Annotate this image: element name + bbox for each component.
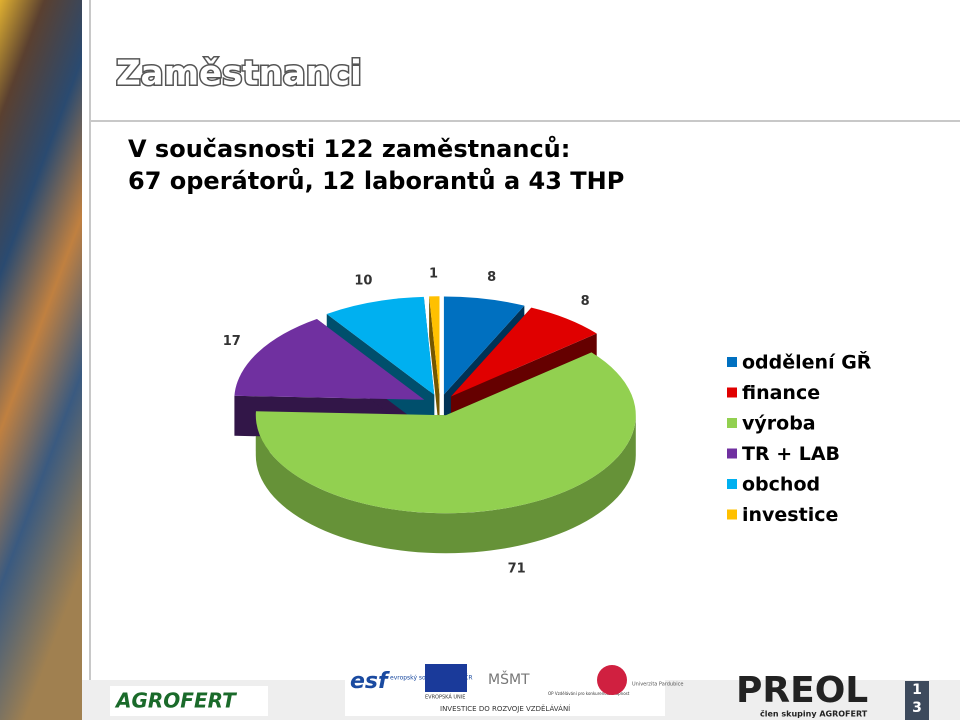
legend-label: obchod <box>742 474 820 496</box>
legend: oddělení GŘ finance výroba TR + LAB obchod in… <box>727 351 872 526</box>
title: Zaměstnanci <box>116 54 362 94</box>
value-label: 17 <box>223 334 241 349</box>
legend-label: investice <box>742 504 838 526</box>
legend-label: oddělení GŘ <box>742 351 872 374</box>
upce-logo <box>597 665 627 695</box>
logo-box <box>110 686 268 716</box>
legend-swatch <box>727 509 737 520</box>
slice <box>443 296 525 395</box>
slice-side <box>255 415 636 554</box>
pie-chart: 8 8 71 17 10 1 <box>223 267 636 576</box>
legend-swatch <box>727 448 737 459</box>
text-line: 67 operátorů, 12 laborantů a 43 THP <box>128 167 624 195</box>
legend-swatch <box>727 387 737 398</box>
slice <box>234 318 425 400</box>
value-label: 1 <box>429 267 438 282</box>
upce-text: Univerzita Pardubice <box>632 682 684 688</box>
legend-swatch <box>727 418 737 428</box>
tagline: INVESTICE DO ROZVOJE VZDĚLÁVÁNÍ <box>440 704 570 713</box>
slice <box>429 296 440 395</box>
value-label: 10 <box>354 274 372 289</box>
slice <box>450 307 597 397</box>
preol-logo: PREOL <box>736 670 868 711</box>
slice <box>326 296 435 395</box>
legend-swatch <box>727 479 737 489</box>
agrofert-logo: AGROFERT <box>114 689 237 713</box>
page-number: 13 <box>905 681 929 720</box>
legend-label: TR + LAB <box>742 443 840 465</box>
msmt-logo: MŠMT <box>488 670 530 688</box>
side-image <box>0 0 82 720</box>
text-line: V současnosti 122 zaměstnanců: <box>128 135 570 163</box>
esf-logo: esf <box>350 669 390 694</box>
eu-text: EVROPSKÁ UNIE <box>425 694 465 701</box>
preol-sub: člen skupiny AGROFERT <box>760 709 868 719</box>
legend-label: výroba <box>742 413 816 435</box>
eu-flag <box>425 664 467 692</box>
legend-swatch <box>727 357 737 367</box>
value-label: 8 <box>487 270 496 285</box>
slice-side <box>429 296 440 435</box>
slice <box>255 352 636 514</box>
op-text: OP Vzdělávání pro konkurenceschopnost <box>548 691 630 696</box>
value-label: 71 <box>508 561 526 576</box>
legend-label: finance <box>742 382 820 404</box>
value-label: 8 <box>581 294 590 309</box>
